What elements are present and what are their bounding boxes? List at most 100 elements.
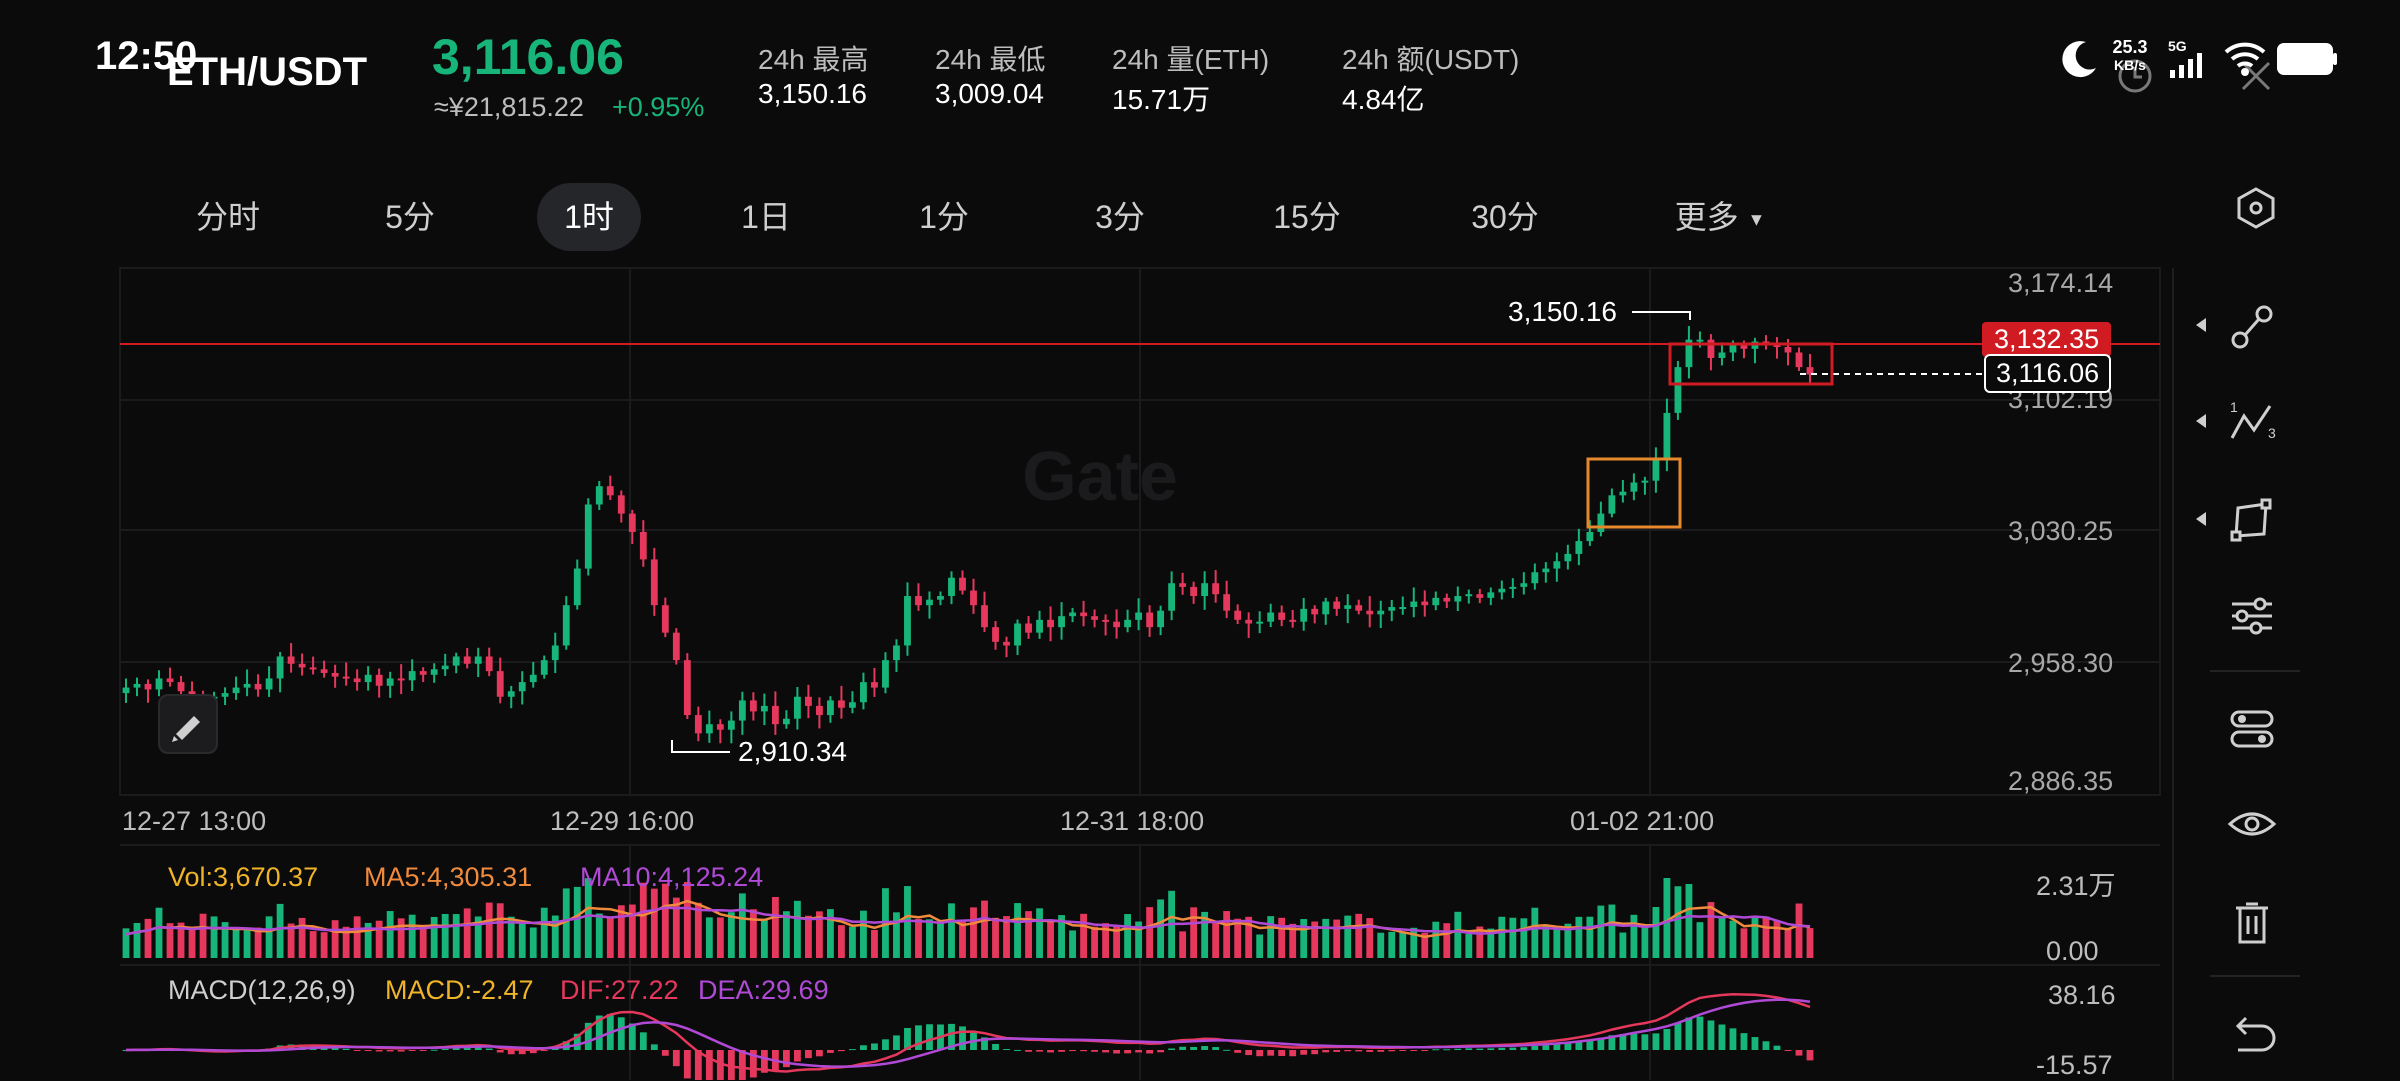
volume-bar <box>243 928 251 958</box>
volume-bar <box>650 888 658 958</box>
macd-bar <box>1443 1049 1451 1051</box>
drawing-tool-toggle[interactable] <box>158 694 218 754</box>
candle-body <box>353 678 361 683</box>
volume-bar <box>849 926 856 958</box>
eye-icon[interactable] <box>2210 794 2294 854</box>
candle-body <box>849 702 856 708</box>
candle-body <box>1718 352 1726 358</box>
macd-bar <box>838 1050 845 1052</box>
undo-icon[interactable] <box>2210 1004 2294 1064</box>
volume-bar <box>1102 923 1109 958</box>
signal-icon <box>2170 53 2202 78</box>
volume-bar <box>408 914 416 958</box>
tab-time-share[interactable]: 分时 <box>195 199 260 235</box>
volume-bar <box>815 911 823 958</box>
macd-bar <box>529 1050 537 1054</box>
volume-bar <box>353 916 361 958</box>
candle-body <box>1608 495 1616 514</box>
candle-body <box>606 486 614 496</box>
volume-bar <box>1685 883 1693 958</box>
tab-1m[interactable]: 1分 <box>919 199 969 235</box>
macd-bar <box>1410 1050 1418 1051</box>
volume-bar <box>860 910 867 958</box>
macd-bar <box>1157 1050 1165 1053</box>
tab-1h[interactable]: 1时 <box>537 183 641 251</box>
volume-bar <box>694 902 702 958</box>
tab-3m[interactable]: 3分 <box>1095 199 1145 235</box>
candle-body <box>1586 531 1594 542</box>
x-tick-0: 12-27 13:00 <box>122 806 267 836</box>
y-tick-0: 3,174.14 <box>2008 268 2114 298</box>
trash-icon[interactable] <box>2210 892 2294 952</box>
trend-line-tool-icon[interactable] <box>2210 296 2294 356</box>
macd-bar <box>1597 1037 1605 1050</box>
candle-body <box>1344 605 1352 609</box>
candle-body <box>926 599 933 606</box>
volume-bar <box>1212 921 1220 958</box>
candle-body <box>518 682 526 692</box>
volume-bar <box>1399 932 1407 958</box>
candle-body <box>1421 601 1429 606</box>
candle-body <box>749 700 757 712</box>
indicator-settings-icon[interactable] <box>2210 586 2294 646</box>
last-price: 3,116.06 <box>432 29 624 85</box>
candle-body <box>771 705 779 725</box>
volume-bar <box>838 925 845 958</box>
close-icon[interactable] <box>2238 58 2274 94</box>
settings-hexagon-icon[interactable] <box>2234 186 2278 230</box>
macd-bar <box>1399 1050 1407 1051</box>
candle-body <box>1256 621 1264 624</box>
candle-body <box>551 645 559 661</box>
tab-15m[interactable]: 15分 <box>1273 199 1341 235</box>
expand-arrow-icon[interactable] <box>2194 412 2208 430</box>
candle-body <box>1300 608 1308 622</box>
low-marker-label: 2,910.34 <box>738 736 847 767</box>
dea-line <box>125 998 1811 1068</box>
macd-bar <box>727 1050 735 1080</box>
macd-bar <box>694 1050 702 1080</box>
volume-bar <box>1619 932 1627 958</box>
shape-tool-icon[interactable] <box>2210 490 2294 550</box>
tab-5m[interactable]: 5分 <box>385 199 435 235</box>
macd-bar <box>1795 1050 1803 1056</box>
trading-pair[interactable]: ETH/USDT <box>167 50 367 94</box>
macd-bar <box>804 1050 812 1059</box>
expand-arrow-icon[interactable] <box>2194 510 2208 528</box>
candle-body <box>408 671 416 681</box>
macd-bar <box>760 1050 768 1073</box>
volume-bar <box>1047 920 1054 958</box>
macd-bar <box>1014 1049 1021 1051</box>
macd-bar <box>1344 1050 1352 1052</box>
candle-body <box>1311 608 1319 615</box>
history-icon[interactable] <box>2115 56 2155 96</box>
volume-bar <box>1267 916 1275 958</box>
macd-bar <box>1135 1050 1143 1053</box>
volume-bar <box>716 917 724 958</box>
macd-bar <box>1674 1022 1682 1050</box>
expand-arrow-icon[interactable] <box>2194 316 2208 334</box>
draw-settings-icon[interactable] <box>2210 698 2294 758</box>
macd-bar <box>496 1050 504 1053</box>
candle-body <box>705 724 713 734</box>
candle-body <box>1399 607 1407 610</box>
candle-body <box>1333 601 1341 609</box>
highlight-box-orange <box>1586 457 1682 529</box>
candle-body <box>1531 572 1539 584</box>
tab-more[interactable]: 更多 ▼ <box>1660 183 1780 251</box>
candle-body <box>1025 623 1032 633</box>
macd-bar <box>595 1015 603 1050</box>
volume-bar <box>265 916 273 958</box>
tab-30m[interactable]: 30分 <box>1471 199 1539 235</box>
wave-tool-icon[interactable]: 1 3 <box>2210 392 2294 452</box>
tab-1d[interactable]: 1日 <box>741 199 791 235</box>
stat-high-value: 3,150.16 <box>758 78 867 109</box>
x-tick-1: 12-29 16:00 <box>550 806 695 836</box>
pencil-icon <box>172 716 200 742</box>
macd-bar <box>518 1050 526 1055</box>
volume-bar <box>937 923 944 958</box>
macd-bar <box>1102 1050 1109 1053</box>
candle-body <box>970 590 977 606</box>
candle-body <box>672 632 680 661</box>
macd-bar <box>1256 1050 1264 1057</box>
